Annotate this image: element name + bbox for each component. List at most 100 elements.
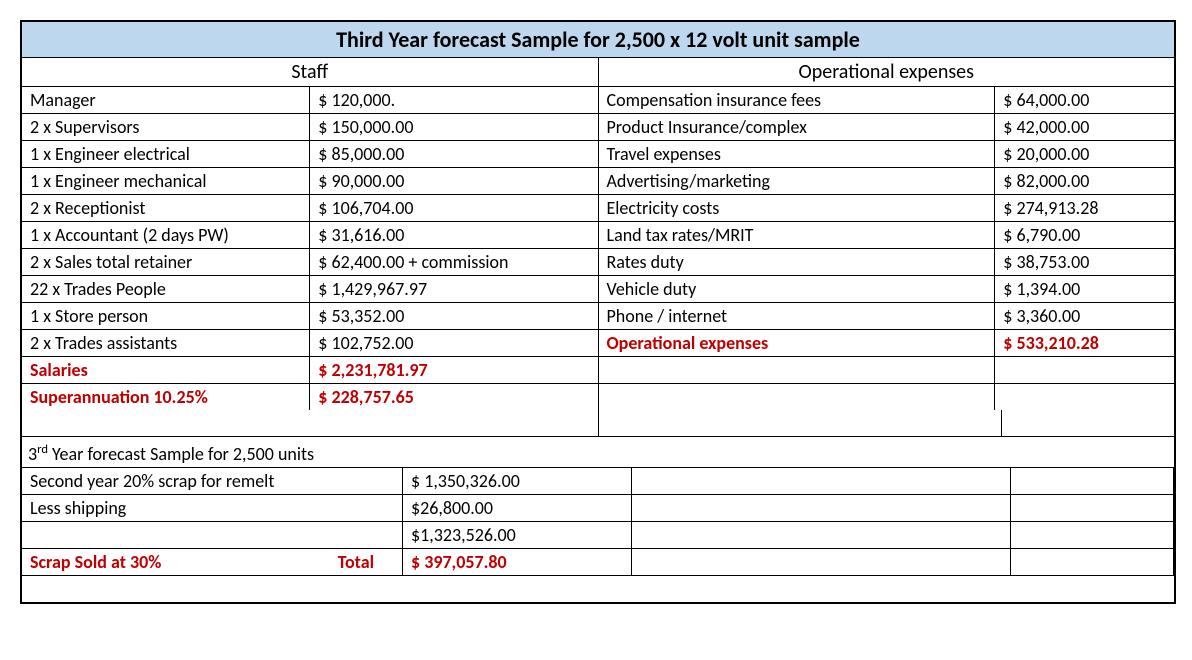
section2-label: Less shipping (22, 495, 403, 521)
section2-spacer (632, 549, 1174, 575)
section2-row: $1,323,526.00 (22, 522, 1174, 549)
forecast-table: Third Year forecast Sample for 2,500 x 1… (20, 20, 1176, 604)
opex-row: Land tax rates/MRIT$ 6,790.00 (599, 222, 1175, 249)
opex-label: Advertising/marketing (599, 168, 996, 194)
column-headers: Staff Operational expenses (22, 58, 1174, 87)
staff-label: 2 x Sales total retainer (22, 249, 310, 275)
opex-label: Compensation insurance fees (599, 87, 996, 113)
staff-value: $ 120,000. (310, 87, 597, 113)
opex-row: Advertising/marketing$ 82,000.00 (599, 168, 1175, 195)
opex-row: Electricity costs$ 274,913.28 (599, 195, 1175, 222)
opex-row: Vehicle duty$ 1,394.00 (599, 276, 1175, 303)
staff-label: 2 x Receptionist (22, 195, 310, 221)
opex-value (995, 357, 1174, 383)
opex-label: Electricity costs (599, 195, 996, 221)
trailing-empty-row (22, 576, 1174, 602)
staff-row: 1 x Engineer electrical$ 85,000.00 (22, 141, 598, 168)
staff-row: 2 x Receptionist$ 106,704.00 (22, 195, 598, 222)
section2-label (22, 522, 403, 548)
staff-row: Superannuation 10.25%$ 228,757.65 (22, 384, 598, 410)
opex-label: Operational expenses (599, 330, 996, 356)
table-title: Third Year forecast Sample for 2,500 x 1… (22, 22, 1174, 58)
staff-value: $ 31,616.00 (310, 222, 597, 248)
opex-value: $ 3,360.00 (995, 303, 1174, 329)
opex-row: Product Insurance/complex$ 42,000.00 (599, 114, 1175, 141)
staff-label: 1 x Accountant (2 days PW) (22, 222, 310, 248)
staff-label: 1 x Engineer electrical (22, 141, 310, 167)
opex-label (599, 384, 996, 410)
staff-value: $ 228,757.65 (310, 384, 597, 410)
staff-value: $ 150,000.00 (310, 114, 597, 140)
staff-header: Staff (22, 58, 599, 86)
staff-label: Manager (22, 87, 310, 113)
staff-value: $ 102,752.00 (310, 330, 597, 356)
section2-rest: Year forecast Sample for 2,500 units (48, 443, 314, 465)
staff-value: $ 90,000.00 (310, 168, 597, 194)
opex-label: Phone / internet (599, 303, 996, 329)
opex-row: Rates duty$ 38,753.00 (599, 249, 1175, 276)
staff-value: $ 1,429,967.97 (310, 276, 597, 302)
staff-label: Superannuation 10.25% (22, 384, 310, 410)
opex-row (599, 357, 1175, 384)
opex-label: Travel expenses (599, 141, 996, 167)
opex-value: $ 38,753.00 (995, 249, 1174, 275)
section2-row: Scrap Sold at 30%Total$ 397,057.80 (22, 549, 1174, 576)
spacer-row (22, 410, 1174, 437)
section2-spacer (632, 495, 1174, 521)
opex-row: Phone / internet$ 3,360.00 (599, 303, 1175, 330)
staff-row: 2 x Trades assistants$ 102,752.00 (22, 330, 598, 357)
opex-value (995, 384, 1174, 410)
section2-spacer (632, 468, 1174, 494)
staff-row: 22 x Trades People$ 1,429,967.97 (22, 276, 598, 303)
opex-row (599, 384, 1175, 410)
staff-row: 1 x Accountant (2 days PW)$ 31,616.00 (22, 222, 598, 249)
opex-value: $ 1,394.00 (995, 276, 1174, 302)
section2-value: $ 1,350,326.00 (403, 468, 632, 494)
opex-label: Land tax rates/MRIT (599, 222, 996, 248)
staff-label: 22 x Trades People (22, 276, 310, 302)
section2-value: $1,323,526.00 (403, 522, 632, 548)
opex-value: $ 274,913.28 (995, 195, 1174, 221)
section2-sup: rd (37, 442, 48, 457)
staff-row: 2 x Sales total retainer$ 62,400.00 + co… (22, 249, 598, 276)
staff-label: 2 x Trades assistants (22, 330, 310, 356)
staff-value: $ 85,000.00 (310, 141, 597, 167)
staff-row: Salaries$ 2,231,781.97 (22, 357, 598, 384)
opex-label: Vehicle duty (599, 276, 996, 302)
opex-value: $ 82,000.00 (995, 168, 1174, 194)
staff-row: 1 x Store person$ 53,352.00 (22, 303, 598, 330)
staff-value: $ 62,400.00 + commission (310, 249, 597, 275)
staff-row: Manager$ 120,000. (22, 87, 598, 114)
section2-value: $26,800.00 (403, 495, 632, 521)
opex-label: Rates duty (599, 249, 996, 275)
opex-header: Operational expenses (599, 58, 1175, 86)
opex-label: Product Insurance/complex (599, 114, 996, 140)
opex-value: $ 42,000.00 (995, 114, 1174, 140)
section2-prefix: 3 (28, 443, 37, 465)
section2-value: $ 397,057.80 (403, 549, 632, 575)
opex-label (599, 357, 996, 383)
staff-label: 2 x Supervisors (22, 114, 310, 140)
opex-row: Compensation insurance fees$ 64,000.00 (599, 87, 1175, 114)
staff-value: $ 106,704.00 (310, 195, 597, 221)
staff-row: 1 x Engineer mechanical$ 90,000.00 (22, 168, 598, 195)
table-body: Manager$ 120,000.2 x Supervisors$ 150,00… (22, 87, 1174, 410)
staff-column: Manager$ 120,000.2 x Supervisors$ 150,00… (22, 87, 599, 410)
section2-row: Less shipping$26,800.00 (22, 495, 1174, 522)
opex-column: Compensation insurance fees$ 64,000.00Pr… (599, 87, 1175, 410)
section2-title: 3rd Year forecast Sample for 2,500 units (22, 437, 1174, 468)
opex-value: $ 6,790.00 (995, 222, 1174, 248)
section2-body: Second year 20% scrap for remelt$ 1,350,… (22, 468, 1174, 576)
section2-row: Second year 20% scrap for remelt$ 1,350,… (22, 468, 1174, 495)
opex-value: $ 20,000.00 (995, 141, 1174, 167)
section2-label: Second year 20% scrap for remelt (22, 468, 403, 494)
opex-value: $ 533,210.28 (995, 330, 1174, 356)
staff-label: Salaries (22, 357, 310, 383)
staff-label: 1 x Store person (22, 303, 310, 329)
section2-spacer (632, 522, 1174, 548)
staff-label: 1 x Engineer mechanical (22, 168, 310, 194)
staff-row: 2 x Supervisors$ 150,000.00 (22, 114, 598, 141)
opex-row: Operational expenses$ 533,210.28 (599, 330, 1175, 357)
opex-row: Travel expenses$ 20,000.00 (599, 141, 1175, 168)
section2-label: Scrap Sold at 30%Total (22, 549, 403, 575)
